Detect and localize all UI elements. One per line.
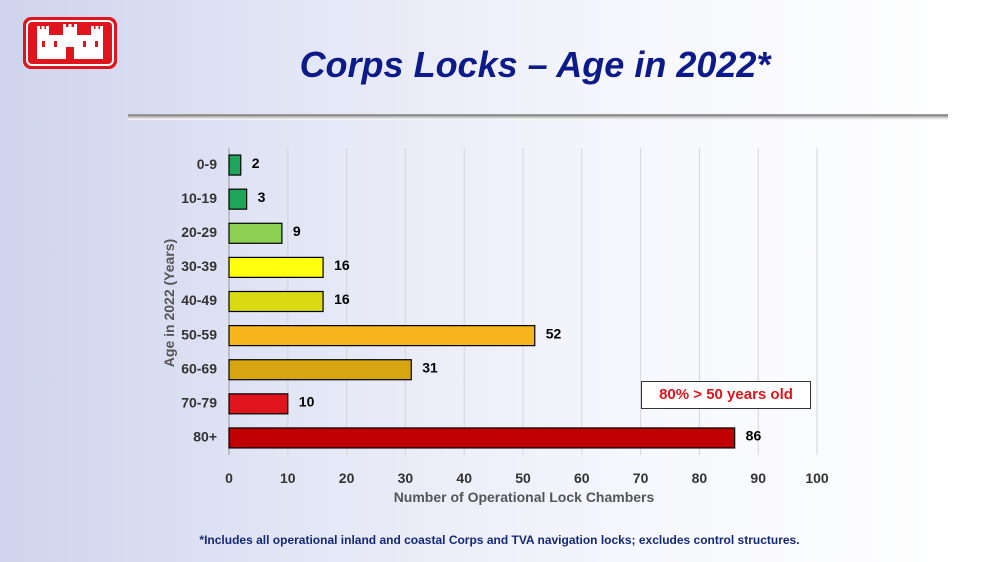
data-label: 9 [293,223,301,239]
y-tick-label: 50-59 [181,326,217,342]
x-tick-label: 100 [805,470,829,486]
x-tick-label: 80 [692,470,708,486]
y-tick-label: 40-49 [181,292,217,308]
data-label: 52 [546,325,562,341]
y-tick-label: 80+ [193,429,217,445]
data-label: 10 [299,394,315,410]
bar-20-29 [229,223,282,243]
x-tick-label: 70 [633,470,649,486]
bar-60-69 [229,360,411,380]
y-tick-label: 20-29 [181,224,217,240]
bar-80+ [229,428,735,448]
data-label: 31 [422,359,438,375]
y-tick-label: 0-9 [197,156,217,172]
y-tick-label: 70-79 [181,395,217,411]
y-tick-label: 30-39 [181,258,217,274]
x-tick-label: 60 [574,470,590,486]
data-label: 86 [746,428,762,444]
bar-0-9 [229,155,241,175]
bar-40-49 [229,292,323,312]
data-label: 16 [334,257,350,273]
x-tick-label: 10 [280,470,296,486]
y-axis-label: Age in 2022 (Years) [161,239,177,367]
x-tick-label: 30 [398,470,414,486]
bar-70-79 [229,394,288,414]
x-tick-labels: 0 10 20 30 40 50 60 70 80 90 100 [225,470,829,486]
data-label: 16 [334,291,350,307]
footnote: *Includes all operational inland and coa… [0,533,999,547]
x-tick-label: 40 [456,470,472,486]
bar-30-39 [229,257,323,277]
data-label: 3 [258,189,266,205]
y-tick-label: 10-19 [181,190,217,206]
y-tick-label: 60-69 [181,360,217,376]
x-tick-label: 90 [750,470,766,486]
x-axis-label: Number of Operational Lock Chambers [394,489,655,505]
x-tick-label: 20 [339,470,355,486]
data-label: 2 [252,155,260,171]
x-tick-label: 0 [225,470,233,486]
bar-10-19 [229,189,247,209]
bar-50-59 [229,326,535,346]
y-tick-labels: 0-9 10-19 20-29 30-39 40-49 50-59 60-69 70-79 80… [181,156,217,445]
x-tick-label: 50 [515,470,531,486]
callout-box: 80% > 50 years old [641,381,811,409]
